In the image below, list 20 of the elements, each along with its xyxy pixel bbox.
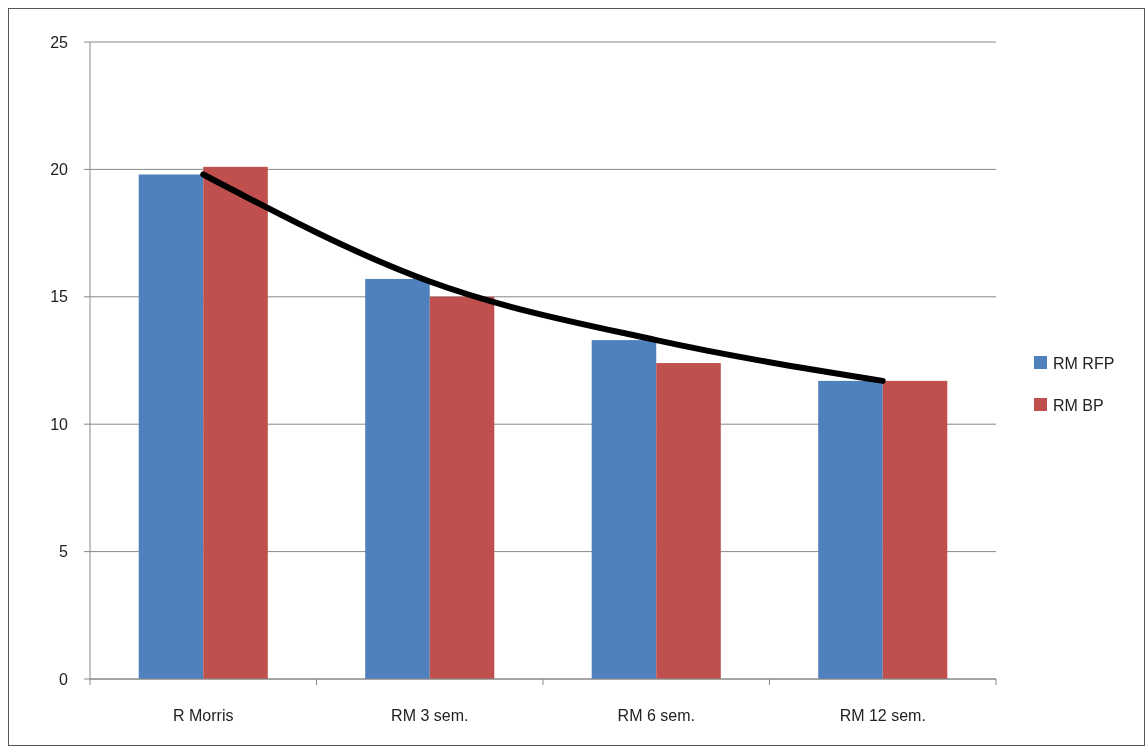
x-tick-label: R Morris	[173, 707, 234, 724]
y-tick-label: 10	[50, 415, 69, 433]
x-tick-label: RM 6 sem.	[617, 707, 695, 724]
legend-label: RM RFP	[1053, 354, 1115, 372]
bar	[818, 380, 883, 679]
y-tick-label: 0	[59, 670, 69, 688]
bar	[429, 296, 495, 679]
bar	[656, 363, 721, 679]
y-tick-label: 15	[50, 288, 69, 306]
x-tick-label: RM 3 sem.	[391, 707, 469, 724]
bar	[138, 174, 204, 679]
y-tick-label: 20	[50, 161, 69, 178]
y-tick-label: 25	[50, 33, 69, 51]
legend-label: RM BP	[1053, 396, 1104, 414]
y-tick-label: 5	[59, 543, 69, 561]
bar	[591, 340, 657, 679]
bar	[365, 278, 430, 679]
bar	[203, 166, 268, 679]
x-tick-label: RM 12 sem.	[839, 707, 926, 724]
bar	[882, 380, 948, 679]
